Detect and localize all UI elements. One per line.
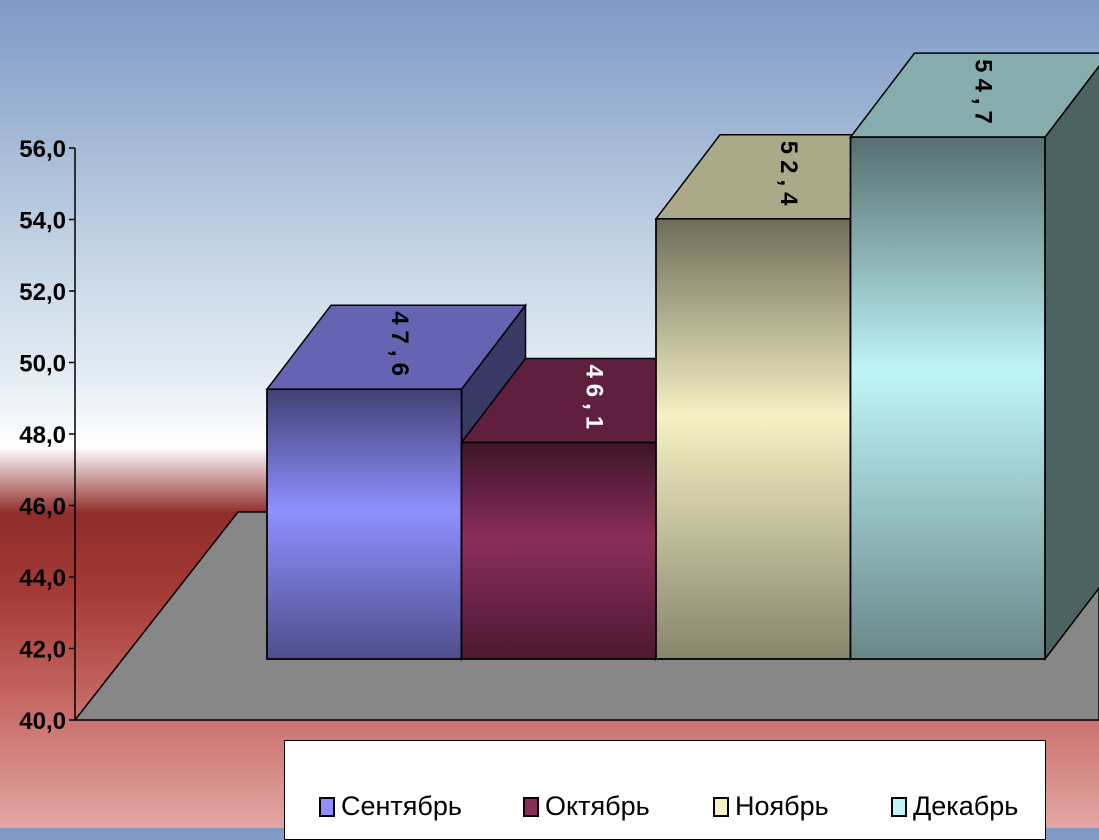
legend-swatch-1 [523, 797, 539, 817]
legend-swatch-0 [319, 797, 335, 817]
legend-label-3: Декабрь [913, 791, 1018, 822]
data-label-3: 54,7 [969, 59, 996, 130]
y-tick-label-7: 54,0 [19, 208, 66, 235]
legend-swatch-2 [713, 797, 729, 817]
legend-label-0: Сентябрь [341, 791, 462, 822]
bar-shading-2 [656, 219, 851, 659]
legend-label-2: Ноябрь [735, 791, 829, 822]
bar-shading-0 [267, 389, 462, 659]
data-label-1: 46,1 [580, 364, 607, 435]
y-tick-label-6: 52,0 [19, 279, 66, 306]
legend-swatch-3 [891, 797, 907, 817]
legend-item-0: Сентябрь [319, 791, 462, 822]
bar-3 [851, 53, 1099, 659]
y-tick-label-2: 44,0 [19, 565, 66, 592]
data-label-0: 47,6 [386, 311, 413, 382]
y-tick-label-0: 40,0 [19, 708, 66, 735]
legend-label-1: Октябрь [545, 791, 650, 822]
bar-side-3 [1045, 53, 1099, 659]
legend-item-2: Ноябрь [713, 791, 829, 822]
y-tick-label-1: 42,0 [19, 637, 66, 664]
legend-item-1: Октябрь [523, 791, 650, 822]
data-label-2: 52,4 [775, 141, 802, 212]
bar-shading-3 [851, 137, 1046, 659]
legend-item-3: Декабрь [891, 791, 1018, 822]
y-tick-label-4: 48,0 [19, 422, 66, 449]
y-tick-label-5: 50,0 [19, 351, 66, 378]
y-tick-label-3: 46,0 [19, 494, 66, 521]
legend: Сентябрь Октябрь Ноябрь Декабрь [284, 740, 1046, 840]
y-tick-label-8: 56,0 [19, 136, 66, 163]
bar-shading-1 [462, 442, 657, 659]
